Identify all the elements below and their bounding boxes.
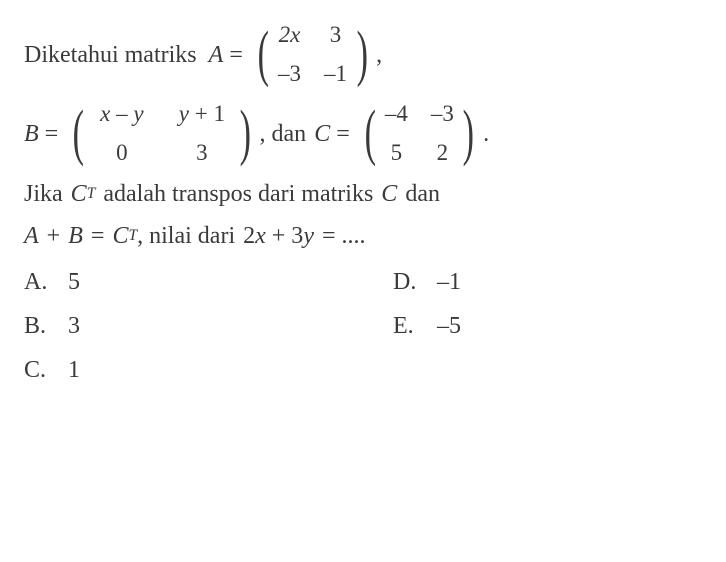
- lparen-icon: (: [364, 107, 375, 160]
- plus-1: +: [47, 218, 61, 254]
- rparen-icon: ): [240, 107, 251, 160]
- choice-D-value: –1: [437, 264, 461, 300]
- CT-base-1: C: [71, 176, 87, 212]
- answer-choices: A. 5 D. –1 B. 3 E. –5 C. 1: [24, 264, 702, 388]
- jika-mid: adalah transpos dari matriks: [103, 176, 373, 212]
- line-1: Diketahui matriks A = ( 2x 3 –3 –1 ) ,: [24, 18, 702, 91]
- var-A: A: [209, 37, 224, 73]
- choice-B-value: 3: [68, 308, 80, 344]
- jika-post: dan: [405, 176, 440, 212]
- choice-D-label: D.: [393, 264, 421, 300]
- C-01: –3: [428, 97, 456, 132]
- equals-4: =: [91, 218, 105, 254]
- equals-2: =: [45, 116, 59, 152]
- C-00: –4: [382, 97, 410, 132]
- A-11: –1: [322, 57, 350, 92]
- choice-E-label: E.: [393, 308, 421, 344]
- matrix-C: ( –4 –3 5 2 ): [360, 97, 479, 170]
- nilai-text: , nilai dari: [137, 218, 235, 254]
- choice-E: E. –5: [393, 308, 702, 344]
- var-C: C: [314, 116, 330, 152]
- line-4: A + B = CT , nilai dari 2x + 3y = ....: [24, 218, 702, 254]
- choice-D: D. –1: [393, 264, 702, 300]
- CT-sup-2: T: [128, 224, 137, 247]
- lparen-icon: (: [73, 107, 84, 160]
- equals-3: =: [336, 116, 350, 152]
- dan-text: , dan: [260, 116, 307, 152]
- B-01: y + 1: [171, 97, 233, 132]
- equals-1: =: [229, 37, 243, 73]
- choice-A: A. 5: [24, 264, 333, 300]
- choice-C-label: C.: [24, 352, 52, 388]
- var-C-2: C: [381, 176, 397, 212]
- CT-base-2: C: [112, 218, 128, 254]
- C-11: 2: [428, 136, 456, 171]
- eq-B: B: [68, 218, 83, 254]
- matrix-B: ( x – y y + 1 0 3 ): [68, 97, 255, 170]
- A-01: 3: [322, 18, 350, 53]
- comma-1: ,: [376, 37, 382, 73]
- A-00: 2x: [276, 18, 304, 53]
- ellipsis: = ....: [322, 218, 366, 254]
- rparen-icon: ): [463, 107, 474, 160]
- choice-A-value: 5: [68, 264, 80, 300]
- choice-B: B. 3: [24, 308, 333, 344]
- choice-A-label: A.: [24, 264, 52, 300]
- intro-text: Diketahui matriks: [24, 37, 197, 73]
- choice-C: C. 1: [24, 352, 333, 388]
- CT-sup-1: T: [87, 182, 96, 205]
- B-11: 3: [171, 136, 233, 171]
- B-00: x – y: [91, 97, 153, 132]
- C-10: 5: [382, 136, 410, 171]
- choice-E-value: –5: [437, 308, 461, 344]
- var-B: B: [24, 116, 39, 152]
- line-3: Jika CT adalah transpos dari matriks C d…: [24, 176, 702, 212]
- A-10: –3: [276, 57, 304, 92]
- problem-text: Diketahui matriks A = ( 2x 3 –3 –1 ) , B…: [24, 18, 702, 388]
- choice-C-value: 1: [68, 352, 80, 388]
- choice-B-label: B.: [24, 308, 52, 344]
- expr: 2x + 3y: [243, 218, 314, 254]
- B-10: 0: [91, 136, 153, 171]
- jika-pre: Jika: [24, 176, 63, 212]
- matrix-A: ( 2x 3 –3 –1 ): [253, 18, 372, 91]
- rparen-icon: ): [356, 28, 367, 81]
- period-1: .: [483, 116, 489, 152]
- eq-A: A: [24, 218, 39, 254]
- lparen-icon: (: [258, 28, 269, 81]
- line-2: B = ( x – y y + 1 0 3 ) , dan C = (: [24, 97, 702, 170]
